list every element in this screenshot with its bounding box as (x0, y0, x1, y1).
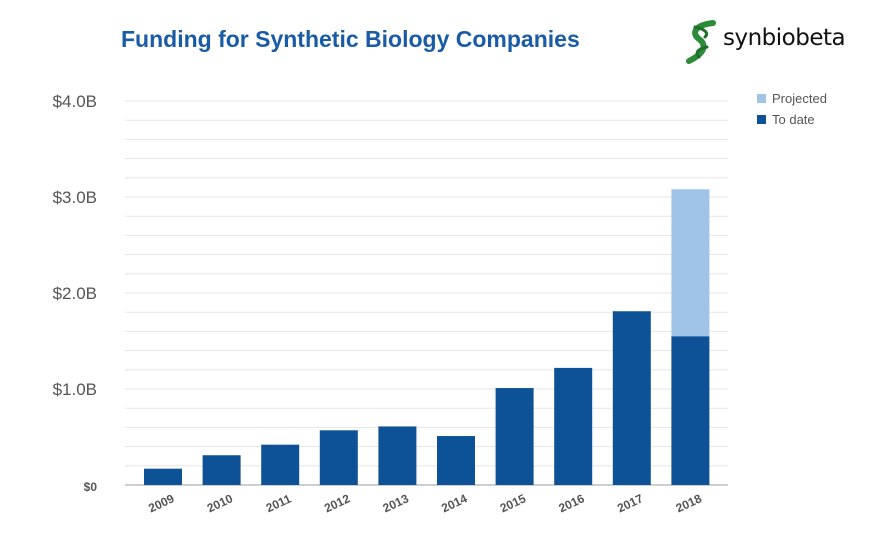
y-tick-label: $1.0B (53, 380, 97, 399)
x-tick-label: 2010 (205, 491, 235, 515)
bar-to-date-2018 (671, 336, 710, 485)
bar-to-date-2011 (261, 444, 300, 485)
chart-title: Funding for Synthetic Biology Companies (121, 26, 580, 52)
bar-to-date-2010 (202, 455, 241, 485)
bars (144, 189, 710, 485)
logo-text: synbiobeta (723, 25, 846, 51)
y-tick-label: $3.0B (53, 188, 97, 207)
legend-swatch-to-date (757, 115, 766, 124)
x-tick-label: 2011 (264, 491, 294, 515)
y-tick-label: $4.0B (53, 92, 97, 111)
y-tick-label: $2.0B (53, 284, 97, 303)
y-tick-label: $0 (84, 480, 98, 494)
bar-to-date-2017 (612, 311, 651, 485)
bar-to-date-2016 (554, 367, 593, 485)
y-axis-tick-labels: $0 $1.0B $2.0B $3.0B $4.0B (53, 92, 98, 494)
x-tick-label: 2009 (146, 491, 176, 515)
x-tick-label: 2012 (322, 491, 352, 515)
legend: Projected To date (757, 91, 827, 127)
bar-to-date-2009 (144, 468, 182, 485)
bar-to-date-2013 (378, 426, 417, 485)
synbiobeta-helix-logo-icon (686, 20, 716, 64)
bar-to-date-2014 (437, 436, 475, 485)
x-tick-label: 2016 (556, 491, 586, 515)
legend-label: To date (772, 112, 815, 127)
x-tick-label: 2013 (381, 491, 411, 515)
x-tick-label: 2014 (439, 491, 469, 515)
synbiobeta-logo: synbiobeta (683, 19, 853, 65)
legend-label: Projected (772, 91, 827, 106)
bar-to-date-2012 (319, 430, 358, 485)
bar-projected-2018 (671, 189, 710, 337)
x-tick-label: 2015 (498, 491, 528, 515)
x-tick-label: 2017 (615, 491, 645, 515)
legend-swatch-projected (757, 94, 766, 103)
x-axis-tick-labels: 2009 2010 2011 2012 2013 2014 2015 2016 2017 2018 (146, 491, 704, 515)
x-tick-label: 2018 (674, 491, 704, 515)
bar-to-date-2015 (495, 388, 534, 485)
